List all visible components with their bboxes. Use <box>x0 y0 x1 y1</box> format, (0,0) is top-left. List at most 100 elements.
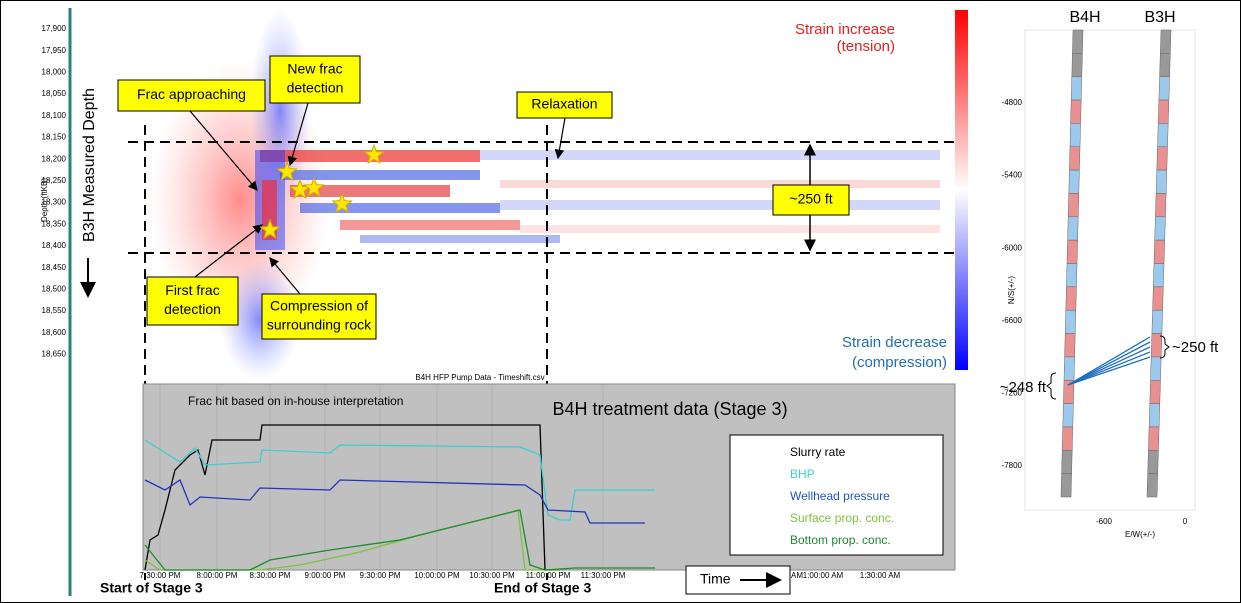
well-segment <box>1062 427 1073 450</box>
depth-tick: 18,000 <box>42 68 67 77</box>
time-tick: 9:00:00 PM <box>305 571 346 580</box>
well-segment <box>1064 357 1075 380</box>
well-segment <box>1072 30 1083 53</box>
time-tick: 1:00:00 AM <box>803 571 844 580</box>
well-name: B3H <box>1144 9 1175 26</box>
well-segment <box>1066 264 1077 287</box>
well-segment <box>1071 77 1082 100</box>
time-tick: AM <box>791 571 803 580</box>
well-segment <box>1160 30 1171 53</box>
well-segment <box>1152 310 1163 333</box>
well-segment <box>1148 450 1159 473</box>
well-segment <box>1158 123 1169 146</box>
colorbar <box>955 10 968 370</box>
well-segment <box>1070 123 1081 146</box>
time-tick: 9:30:00 PM <box>360 571 401 580</box>
callout-text: detection <box>287 80 344 96</box>
callout-text: Compression of <box>270 298 368 314</box>
legend-entry: Wellhead pressure <box>790 489 890 503</box>
well-segment <box>1061 474 1072 497</box>
depth-tick: 18,200 <box>42 154 67 163</box>
depth-tick: 18,500 <box>42 285 67 294</box>
depth-tick: 17,950 <box>42 46 67 55</box>
well-segment <box>1149 404 1160 427</box>
legend-entry: Slurry rate <box>790 445 846 459</box>
well-segment <box>1147 474 1158 497</box>
depth-tick: 18,100 <box>42 111 67 120</box>
stage-start: Start of Stage 3 <box>100 580 203 596</box>
callout-text: Relaxation <box>531 96 597 112</box>
ns-label: N/S(+/-) <box>1007 276 1016 305</box>
well-segment <box>1153 287 1164 310</box>
legend-entry: BHP <box>790 467 815 481</box>
well-segment <box>1062 450 1073 473</box>
well-segment <box>1065 334 1076 357</box>
ew-tick: 0 <box>1183 517 1188 526</box>
ew-tick: -600 <box>1096 517 1113 526</box>
ns-tick: -4800 <box>1002 98 1023 107</box>
depth-tick: 18,450 <box>42 263 67 272</box>
depth-tick: 18,550 <box>42 306 67 315</box>
well-segment <box>1160 53 1171 76</box>
well-segment <box>1151 334 1162 357</box>
depth-tick: 18,400 <box>42 241 67 250</box>
time-tick: 8:30:00 PM <box>250 571 291 580</box>
callout-text: Frac approaching <box>137 86 246 102</box>
well-segment <box>1067 240 1078 263</box>
well-segment <box>1068 193 1079 216</box>
axis-title: B3H Measured Depth <box>81 88 98 242</box>
time-tick: 10:00:00 PM <box>414 571 460 580</box>
treatment-title: B4H treatment data (Stage 3) <box>552 399 787 419</box>
well-segment <box>1148 427 1159 450</box>
well-segment <box>1157 147 1168 170</box>
well-segment <box>1068 217 1079 240</box>
legend-entry: Bottom prop. conc. <box>790 533 891 547</box>
ns-tick: -5400 <box>1002 171 1023 180</box>
well-segment <box>1063 404 1074 427</box>
time-tick: 1:30:00 AM <box>860 571 901 580</box>
depth-tick: 18,650 <box>42 350 67 359</box>
well-segment <box>1159 77 1170 100</box>
well-segment <box>1071 100 1082 123</box>
ns-tick: -7800 <box>1002 461 1023 470</box>
legend-increase: (tension) <box>837 38 895 55</box>
well-segment <box>1151 357 1162 380</box>
well-segment <box>1153 264 1164 287</box>
well-segment <box>1069 147 1080 170</box>
legend-entry: Surface prop. conc. <box>790 511 894 525</box>
legend-decrease: Strain decrease <box>842 334 947 351</box>
well-segment <box>1065 310 1076 333</box>
file-name: B4H HFP Pump Data - Timeshift.csv <box>415 373 544 382</box>
well-segment <box>1154 240 1165 263</box>
ns-tick: -6000 <box>1002 243 1023 252</box>
time-tick: 8:00:00 PM <box>197 571 238 580</box>
time-label: Time <box>700 571 731 587</box>
spacing-label: ~248 ft <box>1000 379 1047 396</box>
well-plot <box>1025 30 1195 510</box>
legend-increase: Strain increase <box>795 21 895 38</box>
legend-decrease: (compression) <box>852 354 947 371</box>
callout-text: surrounding rock <box>267 317 372 333</box>
callout-text: New frac <box>287 61 342 77</box>
well-segment <box>1069 170 1080 193</box>
ew-label: E/W(+/-) <box>1125 530 1155 539</box>
figure: 17,90017,95018,00018,05018,10018,15018,2… <box>0 0 1241 603</box>
callout-text: ~250 ft <box>789 191 832 207</box>
depth-tick: 18,600 <box>42 328 67 337</box>
callout-text: detection <box>164 301 221 317</box>
depth-tick: 17,900 <box>42 24 67 33</box>
depth-axis-label: Depth (ftKB) <box>40 178 49 222</box>
well-segment <box>1150 380 1161 403</box>
stage-end: End of Stage 3 <box>494 580 591 596</box>
page: 17,90017,95018,00018,05018,10018,15018,2… <box>0 0 1241 603</box>
depth-tick: 18,050 <box>42 89 67 98</box>
well-name: B4H <box>1069 9 1100 26</box>
spacing-label: ~250 ft <box>1172 339 1219 356</box>
well-segment <box>1072 53 1083 76</box>
star-note: Frac hit based on in-house interpretatio… <box>188 394 403 408</box>
ns-tick: -6600 <box>1002 316 1023 325</box>
well-segment <box>1156 170 1167 193</box>
well-segment <box>1158 100 1169 123</box>
callout-text: First frac <box>165 282 219 298</box>
well-segment <box>1155 193 1166 216</box>
